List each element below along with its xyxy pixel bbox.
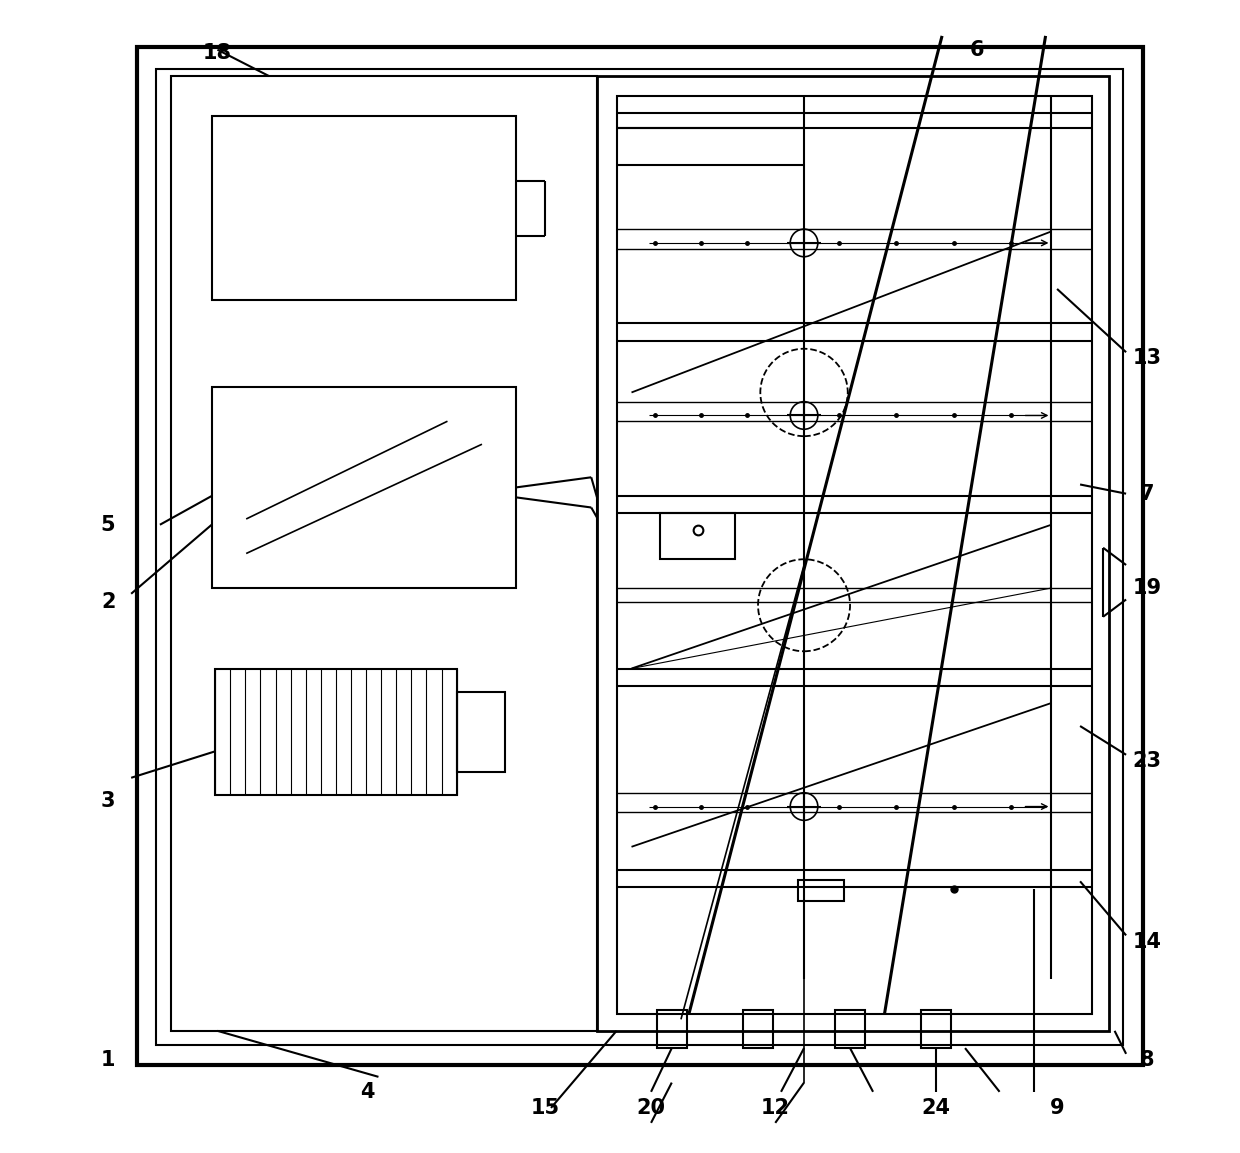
Text: 15: 15 xyxy=(531,1098,559,1118)
Text: 18: 18 xyxy=(203,43,232,63)
Text: 9: 9 xyxy=(1050,1098,1064,1118)
Text: 14: 14 xyxy=(1132,933,1162,952)
Bar xyxy=(921,1010,951,1048)
Bar xyxy=(657,1010,687,1048)
Text: 4: 4 xyxy=(360,1082,374,1102)
Text: 12: 12 xyxy=(761,1098,790,1118)
Text: 20: 20 xyxy=(636,1098,666,1118)
Text: 3: 3 xyxy=(100,791,115,811)
Text: 23: 23 xyxy=(1132,751,1162,770)
Text: 6: 6 xyxy=(970,39,983,60)
Bar xyxy=(171,76,596,1031)
Text: 19: 19 xyxy=(1132,578,1162,598)
Text: 5: 5 xyxy=(100,514,115,535)
Bar xyxy=(212,116,517,301)
Bar xyxy=(456,692,505,773)
Bar xyxy=(835,1010,866,1048)
Bar xyxy=(596,76,1109,1031)
Text: 7: 7 xyxy=(1140,484,1154,504)
Bar xyxy=(660,513,735,559)
Bar xyxy=(616,96,1091,1013)
Bar xyxy=(743,1010,773,1048)
Bar xyxy=(136,47,1143,1065)
Text: 24: 24 xyxy=(921,1098,951,1118)
Bar xyxy=(212,386,517,588)
Text: 13: 13 xyxy=(1132,348,1162,368)
Bar xyxy=(215,669,456,796)
Bar xyxy=(799,880,844,900)
Bar xyxy=(156,69,1122,1045)
Text: 8: 8 xyxy=(1140,1049,1154,1070)
Text: 2: 2 xyxy=(100,591,115,612)
Text: 1: 1 xyxy=(100,1049,115,1070)
